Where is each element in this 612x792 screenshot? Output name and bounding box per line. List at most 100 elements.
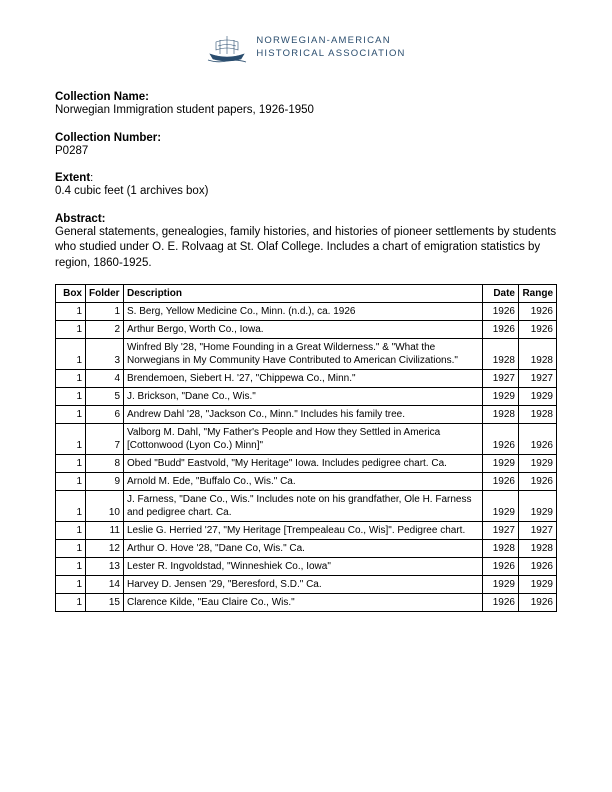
cell-box: 1	[56, 540, 86, 558]
cell-date: 1928	[483, 406, 519, 424]
cell-range: 1928	[519, 540, 557, 558]
cell-folder: 14	[86, 576, 124, 594]
cell-box: 1	[56, 321, 86, 339]
cell-box: 1	[56, 388, 86, 406]
cell-description: Clarence Kilde, "Eau Claire Co., Wis."	[124, 594, 483, 612]
cell-description: Arnold M. Ede, "Buffalo Co., Wis." Ca.	[124, 473, 483, 491]
cell-date: 1928	[483, 339, 519, 370]
cell-description: Harvey D. Jensen '29, "Beresford, S.D." …	[124, 576, 483, 594]
cell-date: 1927	[483, 522, 519, 540]
cell-folder: 15	[86, 594, 124, 612]
table-row: 12Arthur Bergo, Worth Co., Iowa.19261926	[56, 321, 557, 339]
cell-date: 1926	[483, 321, 519, 339]
header-logo: NORWEGIAN-AMERICAN HISTORICAL ASSOCIATIO…	[55, 30, 557, 69]
table-row: 114Harvey D. Jensen '29, "Beresford, S.D…	[56, 576, 557, 594]
collection-name-block: Collection Name: Norwegian Immigration s…	[55, 91, 557, 119]
cell-date: 1929	[483, 576, 519, 594]
table-row: 110J. Farness, "Dane Co., Wis." Includes…	[56, 491, 557, 522]
cell-box: 1	[56, 473, 86, 491]
abstract-block: Abstract: General statements, genealogie…	[55, 213, 557, 272]
abstract-value: General statements, genealogies, family …	[55, 225, 557, 272]
cell-box: 1	[56, 522, 86, 540]
table-row: 17Valborg M. Dahl, "My Father's People a…	[56, 424, 557, 455]
cell-date: 1926	[483, 594, 519, 612]
cell-folder: 3	[86, 339, 124, 370]
table-row: 16Andrew Dahl '28, "Jackson Co., Minn." …	[56, 406, 557, 424]
cell-description: Winfred Bly '28, "Home Founding in a Gre…	[124, 339, 483, 370]
cell-date: 1928	[483, 540, 519, 558]
cell-date: 1929	[483, 491, 519, 522]
table-row: 112Arthur O. Hove '28, "Dane Co, Wis." C…	[56, 540, 557, 558]
table-row: 113Lester R. Ingvoldstad, "Winneshiek Co…	[56, 558, 557, 576]
cell-description: J. Farness, "Dane Co., Wis." Includes no…	[124, 491, 483, 522]
cell-range: 1926	[519, 594, 557, 612]
col-date: Date	[483, 285, 519, 303]
cell-folder: 12	[86, 540, 124, 558]
records-table: Box Folder Description Date Range 11S. B…	[55, 284, 557, 612]
cell-box: 1	[56, 455, 86, 473]
cell-folder: 7	[86, 424, 124, 455]
cell-date: 1926	[483, 303, 519, 321]
extent-value: 0.4 cubic feet (1 archives box)	[55, 184, 557, 200]
table-row: 11S. Berg, Yellow Medicine Co., Minn. (n…	[56, 303, 557, 321]
cell-box: 1	[56, 370, 86, 388]
cell-description: Obed "Budd" Eastvold, "My Heritage" Iowa…	[124, 455, 483, 473]
cell-range: 1928	[519, 406, 557, 424]
cell-range: 1929	[519, 576, 557, 594]
collection-name-label: Collection Name:	[55, 91, 557, 103]
cell-folder: 9	[86, 473, 124, 491]
cell-range: 1926	[519, 303, 557, 321]
cell-date: 1929	[483, 455, 519, 473]
cell-box: 1	[56, 558, 86, 576]
cell-description: Arthur O. Hove '28, "Dane Co, Wis." Ca.	[124, 540, 483, 558]
cell-range: 1927	[519, 522, 557, 540]
cell-range: 1926	[519, 321, 557, 339]
cell-range: 1929	[519, 388, 557, 406]
table-row: 14Brendemoen, Siebert H. '27, "Chippewa …	[56, 370, 557, 388]
collection-name-value: Norwegian Immigration student papers, 19…	[55, 103, 557, 119]
cell-folder: 6	[86, 406, 124, 424]
cell-range: 1926	[519, 558, 557, 576]
table-row: 19Arnold M. Ede, "Buffalo Co., Wis." Ca.…	[56, 473, 557, 491]
table-row: 18Obed "Budd" Eastvold, "My Heritage" Io…	[56, 455, 557, 473]
cell-description: Andrew Dahl '28, "Jackson Co., Minn." In…	[124, 406, 483, 424]
extent-label: Extent:	[55, 172, 557, 184]
cell-folder: 13	[86, 558, 124, 576]
table-row: 115Clarence Kilde, "Eau Claire Co., Wis.…	[56, 594, 557, 612]
cell-date: 1926	[483, 558, 519, 576]
cell-box: 1	[56, 491, 86, 522]
cell-folder: 4	[86, 370, 124, 388]
cell-date: 1927	[483, 370, 519, 388]
cell-description: Brendemoen, Siebert H. '27, "Chippewa Co…	[124, 370, 483, 388]
cell-date: 1926	[483, 424, 519, 455]
cell-box: 1	[56, 406, 86, 424]
cell-box: 1	[56, 576, 86, 594]
cell-folder: 1	[86, 303, 124, 321]
cell-folder: 2	[86, 321, 124, 339]
col-description: Description	[124, 285, 483, 303]
cell-range: 1926	[519, 424, 557, 455]
collection-number-label: Collection Number:	[55, 132, 557, 144]
cell-description: J. Brickson, "Dane Co., Wis."	[124, 388, 483, 406]
cell-range: 1929	[519, 455, 557, 473]
cell-folder: 5	[86, 388, 124, 406]
cell-box: 1	[56, 339, 86, 370]
ship-icon	[206, 30, 248, 66]
cell-box: 1	[56, 424, 86, 455]
cell-range: 1927	[519, 370, 557, 388]
cell-description: Valborg M. Dahl, "My Father's People and…	[124, 424, 483, 455]
cell-folder: 10	[86, 491, 124, 522]
cell-description: S. Berg, Yellow Medicine Co., Minn. (n.d…	[124, 303, 483, 321]
cell-folder: 11	[86, 522, 124, 540]
logo-text: NORWEGIAN-AMERICAN HISTORICAL ASSOCIATIO…	[256, 35, 405, 61]
collection-number-value: P0287	[55, 144, 557, 160]
cell-range: 1929	[519, 491, 557, 522]
extent-block: Extent: 0.4 cubic feet (1 archives box)	[55, 172, 557, 200]
cell-range: 1928	[519, 339, 557, 370]
col-range: Range	[519, 285, 557, 303]
cell-description: Lester R. Ingvoldstad, "Winneshiek Co., …	[124, 558, 483, 576]
cell-description: Leslie G. Herried '27, "My Heritage [Tre…	[124, 522, 483, 540]
col-box: Box	[56, 285, 86, 303]
cell-box: 1	[56, 303, 86, 321]
col-folder: Folder	[86, 285, 124, 303]
